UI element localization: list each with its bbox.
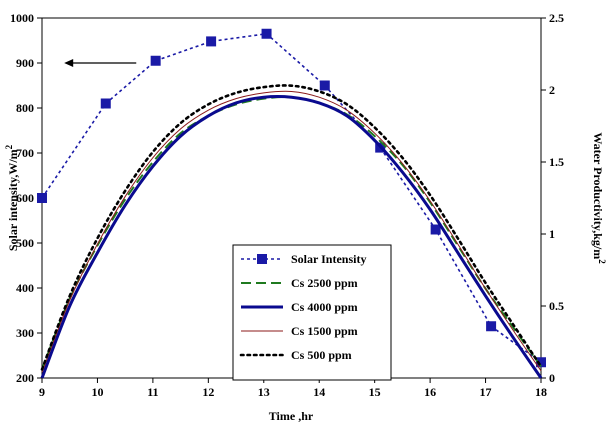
legend-label: Cs 1500 ppm [291, 324, 358, 338]
x-tick-label: 15 [369, 385, 381, 399]
y-right-tick-label: 1.5 [549, 155, 564, 169]
y-right-axis-title-sup: 2 [597, 259, 607, 264]
arrow-head [64, 59, 74, 67]
annotation-layer [64, 59, 137, 67]
x-tick-label: 16 [424, 385, 436, 399]
x-tick-label: 14 [313, 385, 325, 399]
legend-label: Cs 2500 ppm [291, 276, 358, 290]
axis-indicator-arrow [64, 59, 137, 67]
data-point [261, 28, 272, 39]
data-point [100, 98, 111, 109]
legend-label: Cs 500 ppm [291, 348, 352, 362]
y-right-tick-label: 2.5 [549, 11, 564, 25]
y-left-tick-label: 900 [16, 56, 34, 70]
legend-marker [257, 254, 267, 264]
y-left-tick-label: 300 [16, 326, 34, 340]
series-line-cs-500-ppm [40, 84, 543, 371]
x-tick-label: 13 [258, 385, 270, 399]
y-right-axis-ticks: 0 0.5 1 1.5 2 2.5 [541, 11, 564, 385]
y-left-tick-label: 200 [16, 371, 34, 385]
y-right-tick-label: 2 [549, 83, 555, 97]
x-axis-ticks: 9 10 11 12 13 14 15 16 17 18 [39, 378, 547, 399]
x-tick-label: 11 [147, 385, 158, 399]
x-tick-label: 9 [39, 385, 45, 399]
data-point [430, 224, 441, 235]
y-right-axis-title-text: Water Productivity,kg/m [591, 132, 605, 259]
y-left-axis-title: Solar intensity,W/m2 [4, 144, 20, 251]
y-left-axis-title-sup: 2 [4, 144, 14, 149]
legend: Solar Intensity Cs 2500 ppm Cs 4000 ppm Cs … [232, 244, 392, 381]
legend-item: Cs 500 ppm [239, 348, 352, 362]
series-line-solar-intensity [41, 32, 542, 363]
series-line-cs-1500-ppm [41, 90, 542, 373]
legend-box [232, 244, 392, 381]
y-left-axis-ticks: 200 300 400 500 600 700 800 900 1000 [10, 11, 42, 385]
x-tick-label: 17 [480, 385, 492, 399]
data-point [37, 193, 47, 203]
y-left-tick-label: 1000 [10, 11, 34, 25]
legend-item: Cs 2500 ppm [241, 276, 358, 290]
x-tick-label: 10 [91, 385, 103, 399]
x-tick-label: 12 [202, 385, 214, 399]
data-point [319, 80, 330, 91]
y-left-tick-label: 700 [16, 146, 34, 160]
svg-text:Water Productivity,kg/m2: Water Productivity,kg/m2 [591, 132, 607, 264]
data-point [206, 36, 217, 47]
y-left-tick-label: 500 [16, 236, 34, 250]
y-right-axis-title: Water Productivity,kg/m2 [591, 132, 607, 264]
legend-label: Cs 4000 ppm [291, 300, 358, 314]
x-tick-label: 18 [535, 385, 547, 399]
y-left-tick-label: 400 [16, 281, 34, 295]
series-cs-500-ppm [40, 84, 543, 371]
legend-item: Cs 4000 ppm [241, 300, 358, 314]
y-right-tick-label: 0.5 [549, 299, 564, 313]
series-cs-4000-ppm [40, 94, 543, 379]
data-point [486, 321, 497, 332]
series-layer [37, 28, 546, 379]
legend-item: Solar Intensity [241, 252, 366, 266]
legend-label: Solar Intensity [291, 252, 366, 266]
data-point [150, 55, 161, 66]
legend-item: Cs 1500 ppm [241, 324, 358, 338]
x-axis-title: Time ,hr [269, 409, 314, 423]
y-left-axis-title-text: Solar intensity,W/m [6, 149, 20, 251]
series-line-cs-4000-ppm [40, 94, 543, 379]
svg-text:Solar intensity,W/m2: Solar intensity,W/m2 [4, 144, 20, 251]
y-right-tick-label: 0 [549, 371, 555, 385]
y-left-tick-label: 800 [16, 101, 34, 115]
data-point [536, 357, 546, 368]
y-left-tick-label: 600 [16, 191, 34, 205]
y-right-tick-label: 1 [549, 227, 555, 241]
series-cs-1500-ppm [41, 90, 542, 373]
